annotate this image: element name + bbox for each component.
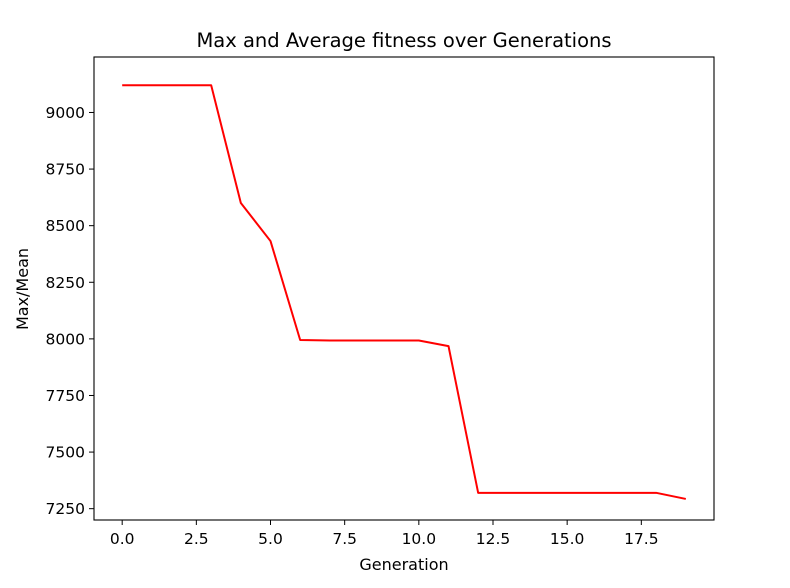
x-tick-label: 15.0	[550, 530, 585, 548]
y-tick-label: 8750	[46, 161, 85, 179]
y-tick-label: 8250	[46, 274, 85, 292]
x-axis-label: Generation	[359, 555, 448, 574]
y-tick-label: 7500	[46, 444, 85, 462]
x-tick-label: 7.5	[332, 530, 357, 548]
y-tick-label: 9000	[46, 104, 85, 122]
x-tick-label: 5.0	[258, 530, 283, 548]
x-tick-label: 10.0	[402, 530, 437, 548]
axes-frame	[93, 56, 715, 521]
x-tick-label: 0.0	[110, 530, 135, 548]
y-tick-label: 7250	[46, 500, 85, 518]
y-tick-label: 8500	[46, 217, 85, 235]
plot-area: 0.0 2.5 5.0 7.5 10.0 12.5 15.0 17.5 7250 7500 7750…	[46, 56, 715, 548]
series-line-1	[122, 84, 687, 500]
y-tick-label: 7750	[46, 387, 85, 405]
x-tick-label: 12.5	[476, 530, 511, 548]
x-tick-label: 2.5	[184, 530, 209, 548]
chart-title: Max and Average fitness over Generations	[196, 29, 611, 52]
x-tick-label: 17.5	[624, 530, 659, 548]
y-axis-label: Max/Mean	[13, 248, 32, 330]
y-tick-label: 8000	[46, 330, 85, 348]
